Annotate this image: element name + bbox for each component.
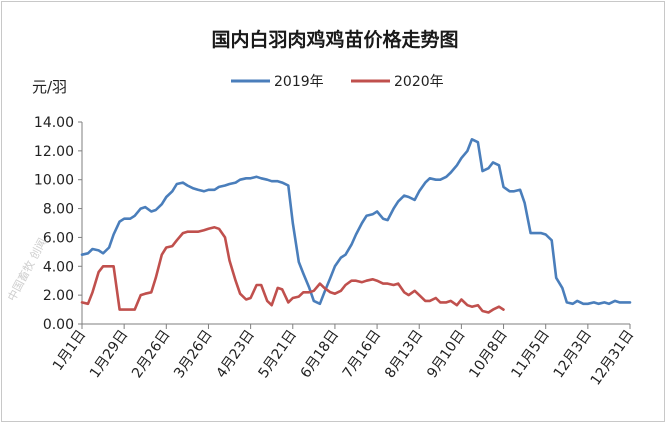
y-tick-label: 12.00 <box>34 144 74 160</box>
x-tick-label: 11月5日 <box>508 327 553 381</box>
x-tick-label: 2月26日 <box>129 327 174 381</box>
x-tick-label: 12月3日 <box>551 327 596 381</box>
legend: 2019年 2020年 <box>231 74 444 90</box>
y-tick-label: 14.00 <box>34 115 74 131</box>
series-layer <box>80 138 632 314</box>
x-tick-label: 1月1日 <box>50 327 89 374</box>
x-tick-label: 4月23日 <box>213 327 258 381</box>
x-tick-label: 7月16日 <box>340 327 385 381</box>
x-tick-label: 6月18日 <box>298 327 343 381</box>
y-axis-unit: 元/羽 <box>32 78 67 96</box>
y-tick-label: 0.00 <box>43 317 74 333</box>
y-tick-label: 4.00 <box>43 259 74 275</box>
x-tick-label: 1月29日 <box>87 327 132 381</box>
series-line-2020 <box>80 226 505 314</box>
y-tick-label: 8.00 <box>43 202 74 218</box>
x-tick-label: 3月26日 <box>171 327 216 381</box>
x-tick-label: 8月13日 <box>382 327 427 381</box>
x-tick-label: 10月8日 <box>466 327 511 381</box>
y-tick-label: 10.00 <box>34 173 74 189</box>
series-line-2019 <box>80 138 632 306</box>
x-axis: 1月1日1月29日2月26日3月26日4月23日5月21日6月18日7月16日8… <box>50 323 637 388</box>
y-tick-label: 6.00 <box>43 230 74 246</box>
y-tick-label: 2.00 <box>43 288 74 304</box>
legend-label-2020: 2020年 <box>394 74 444 90</box>
chart-title: 国内白羽肉鸡鸡苗价格走势图 <box>211 28 458 51</box>
x-tick-label: 9月10日 <box>424 327 469 381</box>
x-tick-label: 5月21日 <box>256 327 301 381</box>
legend-label-2019: 2019年 <box>274 74 324 90</box>
y-axis: 0.00 2.00 4.00 6.00 8.00 10.00 12.00 14.00 <box>34 115 83 333</box>
